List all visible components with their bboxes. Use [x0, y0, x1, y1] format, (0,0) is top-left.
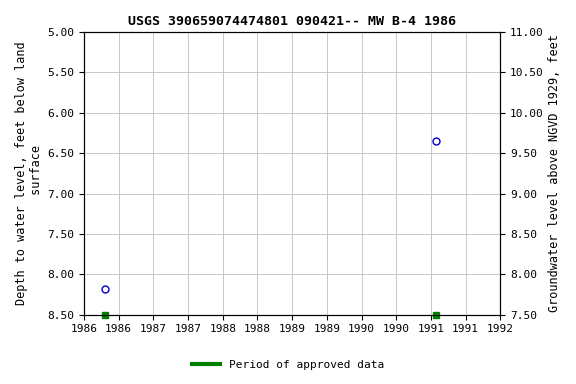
Legend: Period of approved data: Period of approved data [188, 356, 388, 375]
Y-axis label: Groundwater level above NGVD 1929, feet: Groundwater level above NGVD 1929, feet [548, 35, 561, 312]
Title: USGS 390659074474801 090421-- MW B-4 1986: USGS 390659074474801 090421-- MW B-4 198… [128, 15, 456, 28]
Y-axis label: Depth to water level, feet below land
 surface: Depth to water level, feet below land su… [15, 41, 43, 305]
